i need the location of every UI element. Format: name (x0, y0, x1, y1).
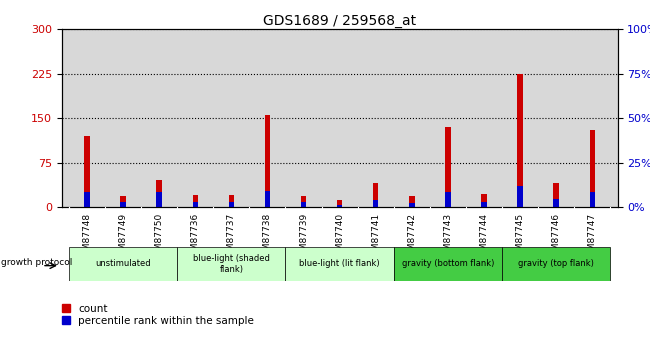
Text: GSM87740: GSM87740 (335, 213, 344, 262)
Bar (517, 186, 523, 207)
Bar (337, 205, 343, 207)
Text: unstimulated: unstimulated (96, 259, 151, 268)
Bar (481, 194, 487, 207)
Text: GSM87737: GSM87737 (227, 213, 236, 262)
Bar (481, 202, 487, 207)
Bar (84, 136, 90, 207)
Text: GSM87749: GSM87749 (118, 213, 127, 262)
Title: GDS1689 / 259568_at: GDS1689 / 259568_at (263, 14, 416, 28)
Bar (409, 204, 415, 207)
Bar (265, 191, 270, 207)
Bar (157, 180, 162, 207)
Text: GSM87745: GSM87745 (515, 213, 525, 262)
Legend: count, percentile rank within the sample: count, percentile rank within the sample (62, 304, 254, 326)
Text: GSM87747: GSM87747 (588, 213, 597, 262)
Bar (337, 200, 343, 207)
Text: GSM87744: GSM87744 (480, 213, 489, 262)
Bar (590, 130, 595, 207)
Bar (590, 191, 595, 207)
Text: gravity (bottom flank): gravity (bottom flank) (402, 259, 494, 268)
Bar (445, 191, 450, 207)
Text: blue-light (lit flank): blue-light (lit flank) (299, 259, 380, 268)
Bar (373, 183, 378, 207)
Bar (229, 202, 234, 207)
Bar (301, 196, 306, 207)
Bar (120, 202, 126, 207)
Bar (445, 127, 450, 207)
Text: blue-light (shaded
flank): blue-light (shaded flank) (193, 254, 270, 274)
Text: GSM87750: GSM87750 (155, 213, 164, 262)
Text: gravity (top flank): gravity (top flank) (518, 259, 594, 268)
Bar (84, 192, 90, 207)
Bar (157, 192, 162, 207)
Text: GSM87739: GSM87739 (299, 213, 308, 262)
Text: growth protocol: growth protocol (1, 258, 73, 267)
Bar (177, 247, 285, 281)
Bar (553, 199, 559, 207)
Text: GSM87748: GSM87748 (83, 213, 92, 262)
Bar (409, 196, 415, 207)
Bar (394, 247, 502, 281)
Bar (373, 200, 378, 207)
Bar (229, 195, 234, 207)
Text: GSM87742: GSM87742 (408, 213, 416, 262)
Text: GSM87738: GSM87738 (263, 213, 272, 262)
Bar (285, 247, 394, 281)
Bar (301, 202, 306, 207)
Bar (517, 74, 523, 207)
Bar (192, 195, 198, 207)
Text: GSM87736: GSM87736 (190, 213, 200, 262)
Bar (192, 202, 198, 207)
Bar (265, 115, 270, 207)
Bar (502, 247, 610, 281)
Bar (69, 247, 177, 281)
Text: GSM87743: GSM87743 (443, 213, 452, 262)
Bar (553, 183, 559, 207)
Text: GSM87741: GSM87741 (371, 213, 380, 262)
Bar (120, 196, 126, 207)
Text: GSM87746: GSM87746 (552, 213, 561, 262)
